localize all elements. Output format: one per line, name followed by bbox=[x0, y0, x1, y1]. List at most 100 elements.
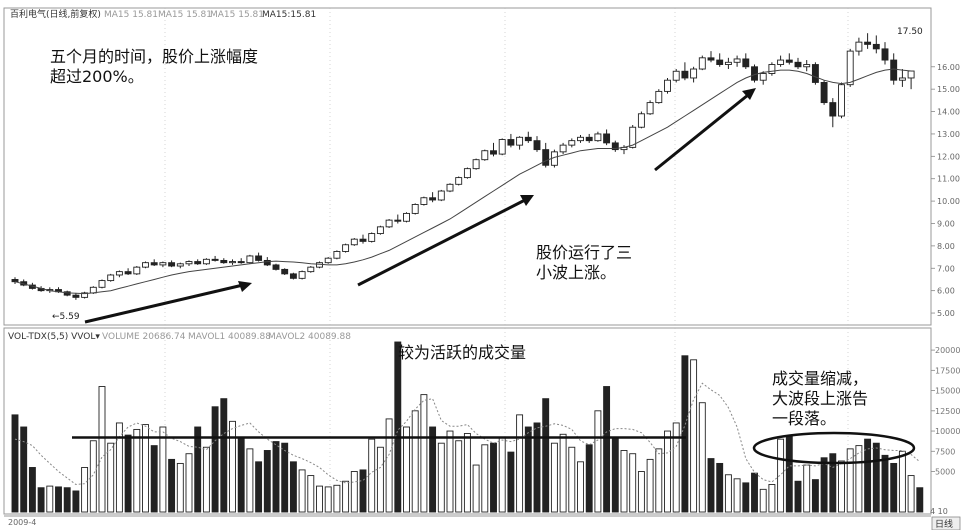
volume-bar bbox=[168, 458, 176, 513]
candle-body-down bbox=[194, 261, 202, 265]
candle bbox=[289, 272, 297, 280]
volume-bar bbox=[255, 461, 263, 513]
candle-body-up bbox=[298, 271, 306, 279]
volume-bar bbox=[664, 430, 671, 513]
candle-body-down bbox=[707, 57, 715, 61]
volume-bar bbox=[385, 418, 393, 513]
volume-bar bbox=[220, 398, 228, 513]
candle-body-down bbox=[11, 279, 19, 283]
candle bbox=[350, 238, 358, 246]
candle bbox=[585, 133, 593, 143]
candle-body-up bbox=[98, 280, 106, 288]
candle-body-up bbox=[559, 144, 567, 153]
candle-body-down bbox=[811, 64, 819, 83]
candle bbox=[176, 262, 184, 269]
candle-body-down bbox=[785, 59, 793, 63]
candle-body-up bbox=[481, 150, 489, 161]
candle-body-up bbox=[133, 266, 141, 275]
candle bbox=[759, 71, 767, 85]
volume-bar bbox=[803, 464, 811, 513]
candle-body-down bbox=[542, 149, 550, 166]
volume-bar bbox=[916, 487, 924, 513]
volume-bar bbox=[89, 440, 97, 513]
annotation-volume-right-line1: 成交量缩减， bbox=[772, 369, 868, 388]
volume-bar bbox=[498, 437, 506, 513]
volume-bar bbox=[46, 485, 54, 513]
price-tick-label: 10.00 bbox=[937, 197, 960, 206]
candle-body-up bbox=[159, 262, 167, 266]
candle-body-up bbox=[202, 258, 210, 265]
candle-body-down bbox=[872, 43, 880, 50]
candle-body-down bbox=[890, 59, 898, 81]
candle bbox=[463, 167, 471, 179]
candle bbox=[803, 60, 811, 72]
candle-body-down bbox=[533, 140, 541, 151]
candle bbox=[646, 100, 654, 115]
candle-body-down bbox=[281, 268, 289, 275]
candle-body-down bbox=[751, 66, 758, 81]
candle-body-down bbox=[150, 262, 158, 266]
volume-bar bbox=[655, 448, 663, 513]
candle-body-down bbox=[820, 81, 828, 104]
candle-body-up bbox=[368, 233, 376, 242]
volume-tick-label: 12500 bbox=[935, 407, 960, 416]
candle-body-down bbox=[681, 70, 689, 79]
volume-bar bbox=[246, 448, 254, 513]
candle bbox=[229, 259, 236, 265]
volume-bar bbox=[716, 462, 724, 513]
volume-bar bbox=[359, 469, 367, 513]
volume-bar bbox=[724, 474, 732, 513]
volume-bar bbox=[350, 471, 358, 513]
candle-body-down bbox=[359, 238, 367, 242]
volume-tick-label: 7500 bbox=[935, 447, 955, 456]
period-label[interactable]: 日线 bbox=[935, 518, 953, 530]
high-price-label: 17.50 bbox=[897, 27, 923, 37]
volume-bar bbox=[263, 450, 271, 513]
candle bbox=[376, 225, 384, 235]
volume-bar bbox=[316, 485, 323, 513]
uptrend-arrow-1 bbox=[84, 281, 252, 324]
candle bbox=[333, 250, 341, 260]
candle bbox=[481, 149, 489, 161]
price-tick-label: 13.00 bbox=[937, 130, 960, 139]
volume-bar bbox=[516, 414, 524, 513]
candle bbox=[168, 260, 176, 268]
candle-body-up bbox=[350, 238, 358, 246]
candle bbox=[559, 142, 567, 155]
price-panel-frame bbox=[3, 7, 932, 326]
candle-body-up bbox=[81, 292, 89, 298]
candle bbox=[655, 89, 663, 104]
volume-bar bbox=[72, 490, 80, 513]
candle bbox=[838, 82, 845, 119]
volume-bar bbox=[437, 442, 445, 513]
price-tick-label: 11.00 bbox=[937, 175, 960, 184]
candle bbox=[698, 55, 706, 71]
candle-body-down bbox=[263, 259, 271, 266]
candle-body-up bbox=[437, 190, 445, 201]
annotation-middle-line1: 股价运行了三 bbox=[536, 243, 632, 262]
uptrend-arrow-3 bbox=[654, 88, 756, 172]
volume-bar bbox=[376, 446, 384, 513]
candle-body-up bbox=[629, 126, 637, 148]
candle-body-up bbox=[446, 183, 454, 192]
candle bbox=[133, 266, 141, 275]
ma-label-2: MA15 15.81 bbox=[158, 10, 212, 20]
candlesticks bbox=[11, 33, 915, 300]
candle bbox=[437, 189, 445, 202]
candle-body-up bbox=[698, 57, 706, 70]
candle-body-up bbox=[664, 79, 671, 92]
candle bbox=[907, 70, 915, 90]
volume-bar bbox=[759, 488, 767, 513]
candle-body-up bbox=[733, 58, 741, 63]
candle bbox=[211, 255, 219, 262]
volume-bar bbox=[63, 487, 71, 513]
volume-bar bbox=[829, 453, 837, 513]
volume-bar bbox=[455, 440, 463, 513]
volume-tick-label: 20000 bbox=[935, 346, 960, 355]
period-tab[interactable] bbox=[931, 516, 961, 530]
candle bbox=[611, 140, 619, 152]
candle bbox=[516, 136, 524, 150]
candle-body-up bbox=[376, 226, 384, 235]
candle-body-down bbox=[289, 273, 297, 279]
